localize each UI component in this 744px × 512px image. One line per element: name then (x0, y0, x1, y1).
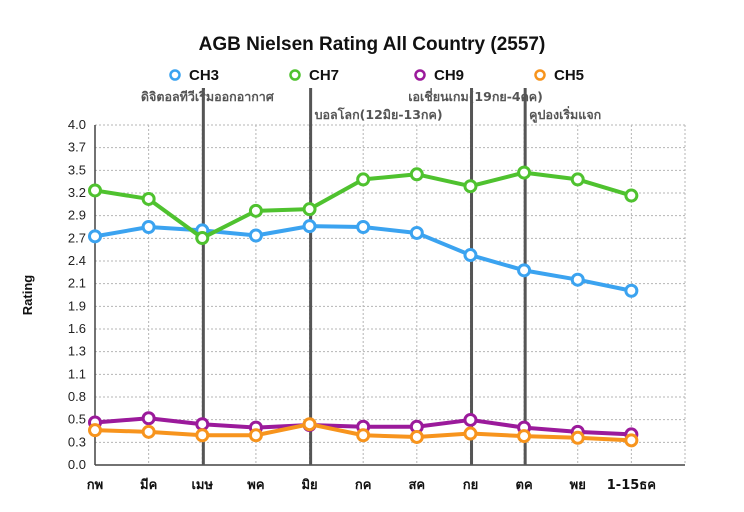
y-tick-label: 1.9 (68, 298, 86, 313)
y-tick-label: 3.5 (68, 162, 86, 177)
data-point (409, 167, 424, 182)
y-tick-label: 1.3 (68, 344, 86, 359)
data-point (195, 231, 210, 246)
legend-marker (534, 69, 546, 81)
data-point (356, 172, 371, 187)
data-point (409, 429, 424, 444)
data-point (141, 191, 156, 206)
legend-marker (169, 69, 181, 81)
data-point (356, 428, 371, 443)
x-tick-label: กย (463, 478, 479, 493)
data-point (517, 429, 532, 444)
data-point (195, 417, 210, 432)
data-point (248, 428, 263, 443)
data-point (248, 228, 263, 243)
data-point (570, 430, 585, 445)
legend-label: CH3 (189, 67, 219, 84)
chart-series (88, 165, 639, 448)
data-point (88, 423, 102, 438)
y-tick-label: 0.8 (68, 389, 86, 404)
chart-title: AGB Nielsen Rating All Country (2557) (199, 34, 546, 55)
y-axis-ticks: 0.0 0.3 0.5 0.8 1.1 1.3 1.6 1.9 2.1 2.4 2.7 2.9 3.2 3… (68, 117, 86, 472)
x-tick-label: กค (355, 478, 372, 493)
annotation-label: คูปองเริ่มแจก (529, 106, 601, 123)
y-axis-label: Rating (20, 275, 35, 316)
x-tick-label: มีค (140, 477, 157, 493)
data-point (356, 220, 371, 234)
legend-marker (414, 69, 426, 81)
y-tick-label: 0.5 (68, 412, 86, 427)
data-point (463, 412, 478, 427)
data-point (624, 188, 639, 203)
data-point (409, 225, 424, 240)
y-tick-label: 4.0 (68, 117, 86, 132)
y-tick-label: 2.1 (68, 276, 86, 291)
data-point (302, 417, 317, 432)
data-point (141, 424, 156, 439)
x-tick-label: เมษ (191, 478, 213, 493)
series-ch5 (88, 417, 639, 448)
x-tick-label: มิย (301, 478, 317, 493)
data-point (463, 248, 478, 263)
chart-legend: CH3 CH7 CH9 CH5 (169, 67, 584, 84)
annotation-label: ดิจิตอลทีวีเริ่มออกอากาศ (141, 88, 275, 104)
data-point (248, 203, 263, 218)
data-point (88, 229, 102, 244)
data-point (570, 172, 585, 187)
data-point (195, 428, 210, 443)
series-ch3 (88, 219, 639, 298)
x-axis-ticks: กพ มีค เมษ พค มิย กค สค กย ตค พย 1-15ธค (87, 477, 656, 493)
x-tick-label: พค (247, 478, 264, 493)
y-tick-label: 2.7 (68, 230, 86, 245)
y-tick-label: 1.1 (68, 366, 86, 381)
y-tick-label: 1.6 (68, 321, 86, 336)
data-point (302, 202, 317, 217)
legend-marker (289, 69, 301, 81)
y-tick-label: 3.2 (68, 185, 86, 200)
x-tick-label: สค (408, 478, 425, 493)
data-point (302, 219, 317, 234)
data-point (463, 426, 478, 441)
legend-label: CH5 (554, 67, 584, 84)
x-tick-label: ตค (516, 478, 533, 493)
series-ch7 (88, 165, 639, 246)
data-point (624, 283, 639, 298)
chart-annotations: ดิจิตอลทีวีเริ่มออกอากาศบอลโลก(12มิย-13ก… (141, 88, 601, 465)
x-tick-label: 1-15ธค (607, 478, 656, 493)
x-tick-label: กพ (87, 478, 103, 493)
data-point (517, 165, 532, 180)
x-tick-label: พย (570, 478, 586, 493)
data-point (88, 183, 102, 198)
data-point (624, 433, 639, 448)
annotation-label: บอลโลก(12มิย-13กค) (315, 107, 443, 122)
legend-label: CH9 (434, 67, 464, 84)
data-point (570, 272, 585, 287)
data-point (517, 263, 532, 278)
y-tick-label: 2.4 (68, 253, 86, 268)
y-tick-label: 0.0 (68, 457, 86, 472)
data-point (463, 179, 478, 194)
data-point (141, 411, 156, 426)
data-point (141, 220, 156, 234)
annotation-label: เอเชี่ยนเกม(19กย-4ตค) (408, 88, 543, 104)
legend-label: CH7 (309, 67, 339, 84)
y-tick-label: 3.7 (68, 140, 86, 155)
y-tick-label: 2.9 (68, 208, 86, 223)
y-tick-label: 0.3 (68, 434, 86, 449)
